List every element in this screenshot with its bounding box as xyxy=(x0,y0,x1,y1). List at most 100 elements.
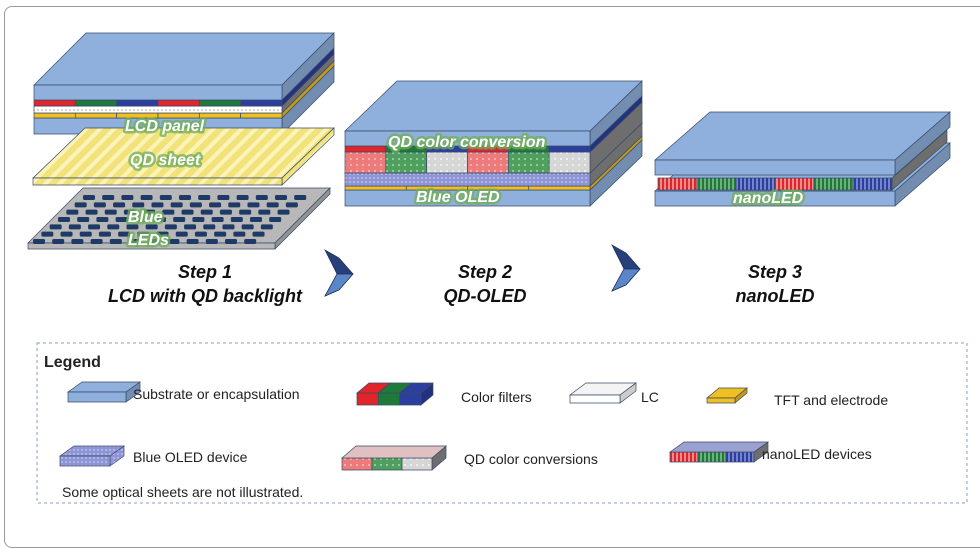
blue-led xyxy=(167,239,180,244)
blue-led xyxy=(151,202,164,208)
blue-led xyxy=(41,231,54,237)
blue-led xyxy=(255,195,268,200)
qd-sheet-front xyxy=(32,177,283,186)
lcd-color-filter-segment xyxy=(240,99,283,107)
qdoled-qd-conversion-segment xyxy=(344,151,387,174)
blue-led xyxy=(170,202,183,208)
qdoled-qd-conversion-segment xyxy=(548,151,591,174)
blue-led xyxy=(194,231,207,237)
legend-color-filter-top xyxy=(398,382,434,394)
qdoled-qd-conversion-segment xyxy=(507,151,550,174)
qdoled-qd-conversion-segment xyxy=(385,151,428,174)
lcd-top-substrate-top xyxy=(33,32,335,86)
label-nanoled: nanoLED xyxy=(733,190,804,207)
lcd-color-filter-segment xyxy=(198,99,242,107)
legend-color-filter-swatch-segment xyxy=(377,392,401,406)
blue-led xyxy=(217,195,230,200)
legend-nanoled-swatch-segment xyxy=(697,451,727,463)
legend-nanoled-swatch-segment xyxy=(725,451,755,463)
legend-color-filters-label: Color filters xyxy=(461,389,532,405)
lcd-tft-segment xyxy=(33,112,76,119)
qdoled-color-filter-segment xyxy=(344,145,387,153)
blue-led xyxy=(154,217,166,222)
blue-led xyxy=(241,224,254,230)
blue-led xyxy=(252,231,265,237)
blue-led xyxy=(74,202,87,208)
legend-substrate-swatch-front xyxy=(67,391,127,403)
arrow-step1-to-step2-icon-face xyxy=(324,273,354,297)
blue-led xyxy=(294,195,307,200)
blue-led xyxy=(173,217,186,222)
legend-nanoled-swatch-segment xyxy=(669,451,699,463)
blue-led xyxy=(140,195,153,200)
blue-led xyxy=(113,202,126,208)
lcd-tft-segment xyxy=(240,112,283,119)
blue-led xyxy=(205,239,218,244)
blue-led xyxy=(129,239,141,244)
blue-led xyxy=(175,231,188,237)
nanoled-top-substrate-front xyxy=(654,159,896,176)
label-blue: Blue xyxy=(128,209,163,226)
blue-led xyxy=(203,224,216,230)
blue-led xyxy=(228,202,241,208)
lcd-top-substrate-front xyxy=(33,84,283,101)
blue-led xyxy=(137,231,150,237)
blue-led xyxy=(184,224,197,230)
nanoled-device-segment xyxy=(813,177,854,191)
blue-led xyxy=(285,202,298,208)
blue-led xyxy=(258,209,271,215)
blue-led xyxy=(214,231,227,237)
blue-led xyxy=(85,209,98,215)
legend-qd-conversion-swatch-segment xyxy=(371,457,403,471)
blue-led xyxy=(118,231,131,237)
blue-led xyxy=(107,224,120,230)
blue-led xyxy=(123,209,136,215)
lcd-tft-segment xyxy=(198,112,242,119)
blue-led xyxy=(239,209,252,215)
legend-color-filter-swatch-segment xyxy=(356,392,379,406)
qdoled-tft-segment xyxy=(344,185,407,191)
nanoled-device-segment xyxy=(852,177,893,191)
display-technology-diagram: LCD panel QD sheet Blue LEDs QD color co… xyxy=(27,32,968,504)
blue-led xyxy=(244,239,257,244)
blue-led xyxy=(189,202,202,208)
blue-led xyxy=(198,195,211,200)
step-3-subtitle: nanoLED xyxy=(736,286,815,306)
blue-led xyxy=(186,239,199,244)
legend-qd-conversion-swatch-segment xyxy=(401,457,433,471)
blue-led xyxy=(260,224,273,230)
blue-led xyxy=(179,195,191,200)
blue-led xyxy=(126,224,139,230)
blue-led xyxy=(71,239,84,244)
blue-led xyxy=(250,217,262,222)
blue-led xyxy=(52,239,65,244)
blue-led xyxy=(209,202,222,208)
qdoled-qd-conversion-segment xyxy=(426,151,468,174)
blue-led xyxy=(134,217,147,222)
blue-led xyxy=(222,224,235,230)
blue-led xyxy=(162,209,175,215)
qdoled-blue-oled-segment xyxy=(344,172,591,187)
legend-note: Some optical sheets are not illustrated. xyxy=(62,484,303,500)
label-lcd-panel: LCD panel xyxy=(125,118,205,135)
blue-led xyxy=(211,217,224,222)
qdoled-color-filter-segment xyxy=(548,145,591,153)
legend-title: Legend xyxy=(44,354,101,371)
nanoled-device-segment xyxy=(657,177,698,191)
legend-tft-label: TFT and electrode xyxy=(774,392,888,408)
step-3-title: Step 3 xyxy=(748,262,802,282)
legend-qd-conversions-label: QD color conversions xyxy=(464,451,598,467)
blue-led xyxy=(230,217,243,222)
lcd-color-filter-segment xyxy=(33,99,76,107)
legend-nanoled-label: nanoLED devices xyxy=(762,446,872,462)
label-qd-sheet: QD sheet xyxy=(130,152,201,169)
legend-lc-label: LC xyxy=(641,389,659,405)
step-2-subtitle: QD-OLED xyxy=(444,286,527,306)
blue-led xyxy=(233,231,246,237)
blue-led xyxy=(200,209,213,215)
label-leds: LEDs xyxy=(128,232,169,249)
legend-lc-swatch-front xyxy=(569,394,621,404)
legend-blue-oled-label: Blue OLED device xyxy=(133,449,248,465)
qdoled-top-substrate-front xyxy=(344,130,591,147)
blue-led xyxy=(58,217,70,222)
